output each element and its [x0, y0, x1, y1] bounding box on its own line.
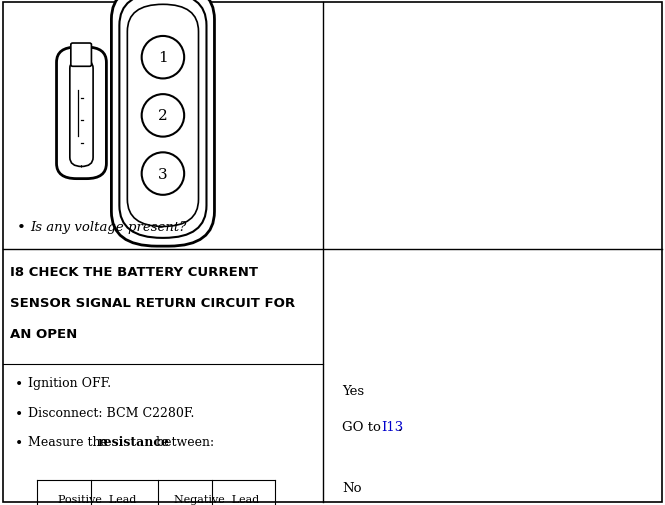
Text: •: • [15, 435, 23, 449]
Text: AN OPEN: AN OPEN [10, 328, 77, 341]
FancyBboxPatch shape [120, 0, 206, 238]
FancyBboxPatch shape [70, 44, 91, 67]
Text: I13: I13 [381, 421, 403, 434]
Text: .: . [398, 421, 402, 434]
Text: 1: 1 [158, 51, 168, 65]
Text: No: No [342, 481, 362, 494]
Text: Is any voltage present?: Is any voltage present? [30, 221, 186, 234]
Ellipse shape [142, 95, 184, 137]
FancyBboxPatch shape [57, 48, 106, 179]
FancyBboxPatch shape [111, 0, 214, 246]
Text: Yes: Yes [342, 384, 364, 397]
Text: Negative  Lead: Negative Lead [174, 494, 259, 503]
Text: resistance: resistance [98, 435, 170, 448]
FancyBboxPatch shape [128, 5, 198, 227]
Ellipse shape [142, 37, 184, 79]
Text: I8 CHECK THE BATTERY CURRENT: I8 CHECK THE BATTERY CURRENT [10, 265, 258, 278]
Text: •: • [15, 377, 23, 391]
Text: 3: 3 [158, 167, 168, 181]
Text: •: • [17, 220, 25, 234]
Text: GO to: GO to [342, 421, 386, 434]
Text: Positive  Lead: Positive Lead [58, 494, 136, 503]
Text: Measure the: Measure the [28, 435, 112, 448]
Ellipse shape [142, 153, 184, 195]
Text: between:: between: [152, 435, 214, 448]
Text: SENSOR SIGNAL RETURN CIRCUIT FOR: SENSOR SIGNAL RETURN CIRCUIT FOR [10, 296, 295, 310]
FancyBboxPatch shape [70, 60, 93, 167]
Text: 2: 2 [158, 109, 168, 123]
Text: Disconnect: BCM C2280F.: Disconnect: BCM C2280F. [28, 406, 194, 419]
Text: •: • [15, 406, 23, 420]
Text: Ignition OFF.: Ignition OFF. [28, 377, 111, 390]
